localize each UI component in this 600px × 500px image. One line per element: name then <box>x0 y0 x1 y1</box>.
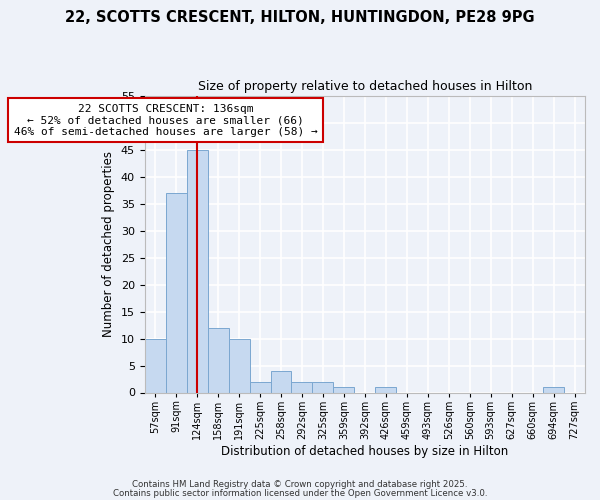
Text: 22 SCOTTS CRESCENT: 136sqm
← 52% of detached houses are smaller (66)
46% of semi: 22 SCOTTS CRESCENT: 136sqm ← 52% of deta… <box>14 104 317 137</box>
Text: Contains HM Land Registry data © Crown copyright and database right 2025.: Contains HM Land Registry data © Crown c… <box>132 480 468 489</box>
Text: 22, SCOTTS CRESCENT, HILTON, HUNTINGDON, PE28 9PG: 22, SCOTTS CRESCENT, HILTON, HUNTINGDON,… <box>65 10 535 25</box>
Bar <box>187 150 208 392</box>
Bar <box>208 328 229 392</box>
Bar <box>271 371 292 392</box>
Bar <box>250 382 271 392</box>
Bar <box>166 192 187 392</box>
Bar <box>292 382 313 392</box>
Bar <box>145 338 166 392</box>
Bar <box>543 387 564 392</box>
Bar <box>376 387 397 392</box>
Text: Contains public sector information licensed under the Open Government Licence v3: Contains public sector information licen… <box>113 488 487 498</box>
Bar <box>229 338 250 392</box>
Bar <box>334 387 355 392</box>
Bar <box>313 382 334 392</box>
Y-axis label: Number of detached properties: Number of detached properties <box>103 151 115 337</box>
Title: Size of property relative to detached houses in Hilton: Size of property relative to detached ho… <box>197 80 532 93</box>
X-axis label: Distribution of detached houses by size in Hilton: Distribution of detached houses by size … <box>221 444 508 458</box>
